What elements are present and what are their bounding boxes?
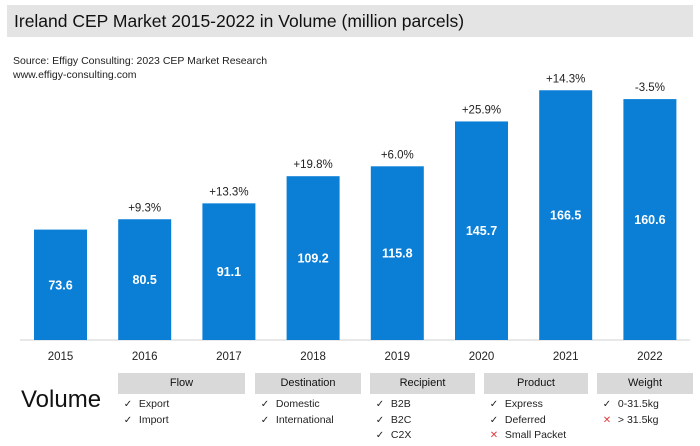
check-icon: ✓ bbox=[123, 414, 133, 426]
category-item: ✓ Express bbox=[484, 397, 588, 413]
growth-label-2016: +9.3% bbox=[128, 202, 161, 214]
category-weight: Weight ✓ 0-31.5kg ✕ > 31.5kg bbox=[597, 373, 693, 428]
category-item: ✓ B2B bbox=[370, 397, 475, 413]
category-destination: Destination ✓ Domestic ✓ International bbox=[255, 373, 361, 428]
category-header: Destination bbox=[255, 373, 361, 394]
value-label-2022: 160.6 bbox=[634, 213, 665, 227]
value-label-2017: 91.1 bbox=[217, 265, 241, 279]
category-item: ✓ International bbox=[255, 413, 361, 429]
check-icon: ✓ bbox=[375, 430, 385, 441]
x-tick-label-2019: 2019 bbox=[385, 351, 411, 363]
bar-2019 bbox=[370, 166, 424, 340]
x-tick-label-2015: 2015 bbox=[48, 351, 74, 363]
source-url: www.effigy-consulting.com bbox=[13, 69, 137, 81]
category-item: ✓ Import bbox=[118, 413, 245, 429]
value-label-2015: 73.6 bbox=[48, 278, 72, 292]
category-item-label: Express bbox=[502, 398, 543, 410]
check-icon: ✓ bbox=[375, 414, 385, 426]
x-tick-label-2017: 2017 bbox=[216, 351, 242, 363]
value-label-2019: 115.8 bbox=[382, 247, 413, 261]
category-item-label: Export bbox=[136, 398, 170, 410]
source-text: Source: Effigy Consulting: 2023 CEP Mark… bbox=[13, 55, 268, 67]
category-item: ✓ Domestic bbox=[255, 397, 361, 413]
category-item-label: Import bbox=[136, 413, 169, 426]
check-icon: ✓ bbox=[123, 399, 133, 410]
value-label-2016: 80.5 bbox=[133, 273, 157, 287]
x-tick-label-2022: 2022 bbox=[637, 351, 663, 363]
bar-2022 bbox=[623, 99, 677, 340]
category-header: Recipient bbox=[370, 373, 475, 394]
check-icon: ✓ bbox=[489, 414, 499, 426]
category-item-label: 0-31.5kg bbox=[615, 398, 659, 410]
category-item: ✓ C2X bbox=[370, 428, 475, 444]
x-tick-label-2016: 2016 bbox=[132, 351, 158, 363]
category-item-label: B2C bbox=[388, 413, 412, 426]
category-item-label: Small Packet bbox=[502, 429, 567, 441]
growth-label-2019: +6.0% bbox=[381, 149, 414, 161]
x-tick-label-2018: 2018 bbox=[300, 351, 326, 363]
category-flow: Flow ✓ Export ✓ Import bbox=[118, 373, 245, 428]
category-item: ✓ 0-31.5kg bbox=[597, 397, 693, 413]
value-label-2018: 109.2 bbox=[297, 252, 328, 266]
category-item-label: > 31.5kg bbox=[615, 413, 659, 426]
category-item: ✕ Small Packet bbox=[484, 428, 588, 444]
growth-label-2021: +14.3% bbox=[546, 73, 585, 85]
category-header: Weight bbox=[597, 373, 693, 394]
category-item: ✓ B2C bbox=[370, 413, 475, 429]
category-header: Flow bbox=[118, 373, 245, 394]
x-tick-label-2021: 2021 bbox=[553, 351, 579, 363]
check-icon: ✓ bbox=[375, 399, 385, 410]
x-tick-label-2020: 2020 bbox=[469, 351, 495, 363]
volume-label: Volume bbox=[21, 386, 102, 413]
category-recipient: Recipient ✓ B2B ✓ B2C ✓ C2X bbox=[370, 373, 475, 444]
growth-label-2020: +25.9% bbox=[462, 104, 501, 116]
bar-2020 bbox=[455, 121, 508, 340]
category-item-label: B2B bbox=[388, 398, 411, 410]
category-header: Product bbox=[484, 373, 588, 394]
bar-2015 bbox=[34, 229, 87, 340]
value-label-2021: 166.5 bbox=[550, 209, 581, 223]
check-icon: ✓ bbox=[602, 399, 612, 410]
bar-2018 bbox=[286, 176, 340, 340]
growth-label-2022: -3.5% bbox=[635, 82, 665, 94]
bar-chart: 73.6 2015 80.5 +9.3% 2016 91.1 +13.3% 2017 109.2… bbox=[20, 73, 690, 363]
bar-2016 bbox=[118, 219, 172, 340]
category-item-label: Deferred bbox=[502, 413, 546, 426]
category-item: ✕ > 31.5kg bbox=[597, 413, 693, 429]
check-icon: ✓ bbox=[260, 399, 270, 410]
category-item: ✓ Deferred bbox=[484, 413, 588, 429]
check-icon: ✓ bbox=[489, 399, 499, 410]
chart-title: Ireland CEP Market 2015-2022 in Volume (… bbox=[7, 5, 693, 37]
check-icon: ✓ bbox=[260, 414, 270, 426]
bar-2017 bbox=[202, 203, 256, 340]
value-label-2020: 145.7 bbox=[466, 224, 497, 238]
category-item-label: C2X bbox=[388, 429, 412, 441]
cross-icon: ✕ bbox=[602, 414, 612, 426]
growth-label-2018: +19.8% bbox=[293, 159, 332, 171]
category-item-label: International bbox=[273, 413, 334, 426]
category-item-label: Domestic bbox=[273, 398, 320, 410]
cross-icon: ✕ bbox=[489, 430, 499, 441]
category-item: ✓ Export bbox=[118, 397, 245, 413]
category-product: Product ✓ Express ✓ Deferred ✕ Small Packet bbox=[484, 373, 588, 444]
growth-label-2017: +13.3% bbox=[209, 186, 248, 198]
bar-2021 bbox=[539, 90, 593, 340]
